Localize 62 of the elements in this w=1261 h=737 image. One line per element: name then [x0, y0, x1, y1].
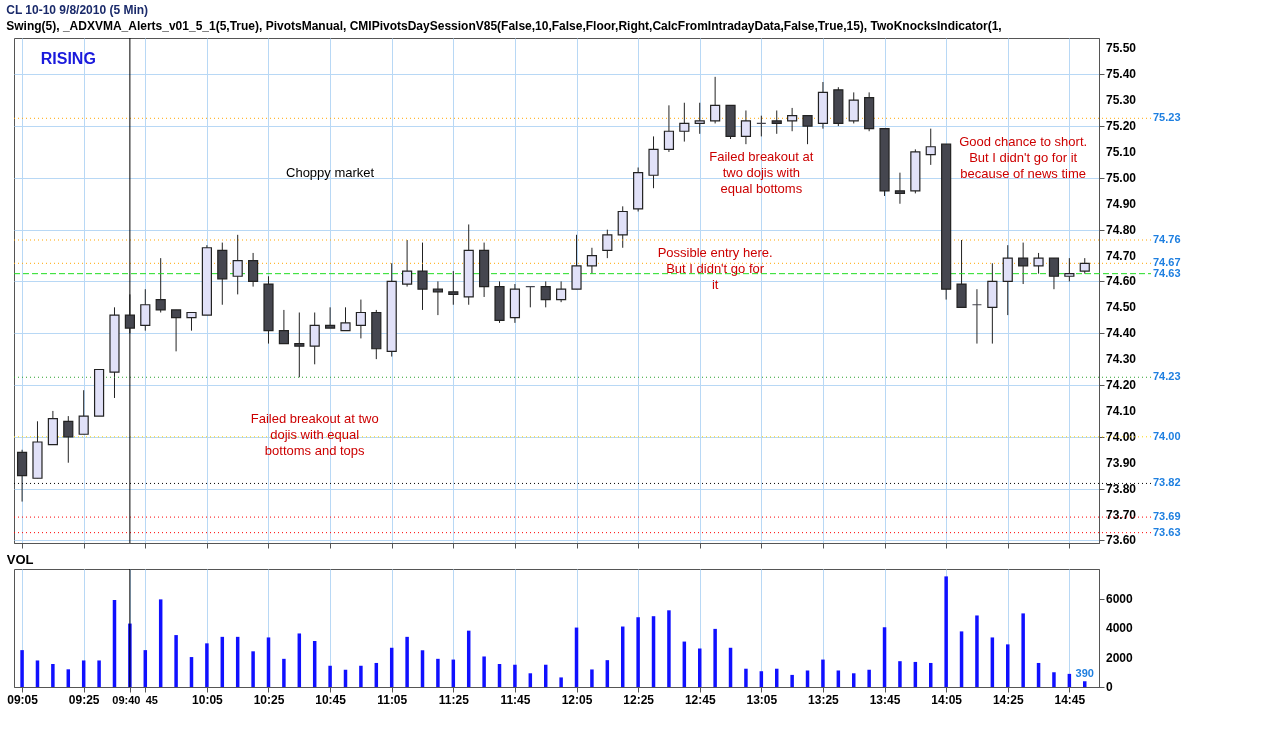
x-tick-label: 14:05 [931, 692, 963, 707]
x-tick-label: 09:40 [112, 693, 141, 706]
ref-line-label: 74.67 [1153, 256, 1181, 269]
x-tick-label: 12:45 [684, 692, 716, 707]
y-tick-label: 73.60 [1106, 533, 1137, 548]
x-tick-label: 11:25 [438, 692, 470, 707]
x-tick-label: 45 [145, 693, 158, 706]
y-tick-label: 74.40 [1106, 326, 1137, 341]
y-tick-label: 0 [1106, 680, 1113, 694]
ref-line-label: 74.00 [1153, 429, 1181, 442]
ref-line-label: 74.63 [1153, 266, 1181, 279]
ref-line-label: 74.23 [1153, 370, 1181, 383]
y-tick-label: 75.20 [1106, 119, 1137, 134]
y-tick-label: 6000 [1106, 591, 1134, 606]
y-tick-label: 73.70 [1106, 507, 1137, 522]
x-tick-label: 10:05 [192, 692, 224, 707]
y-tick-label: 74.30 [1106, 352, 1137, 367]
x-tick-label: 14:45 [1054, 692, 1086, 707]
ref-line-label: 73.69 [1153, 510, 1181, 523]
x-tick-label: 09:25 [68, 692, 100, 707]
x-tick-label: 14:25 [992, 692, 1024, 707]
chart-subtitle: Swing(5), _ADXVMA_Alerts_v01_5_1(5,True), PivotsManual, CMIPivotsDaySessionV85(False,10,False,Floor,Right,CalcFromIntradayData,False,True,15), TwoKnocksIndicator(1, [6, 19, 1002, 33]
data-label: 390 [1075, 667, 1094, 680]
y-tick-label: 75.50 [1106, 41, 1137, 56]
x-tick-label: 09:05 [7, 692, 39, 707]
y-tick-label: 74.60 [1106, 274, 1137, 289]
x-tick-label: 10:45 [315, 692, 347, 707]
y-tick-label: 4000 [1106, 621, 1134, 635]
annotation: Failed breakout at two dojis with equal bottoms and tops [250, 410, 379, 458]
annotation: Failed breakout at two dojis with equal bottoms [709, 149, 814, 197]
y-tick-label: 75.10 [1106, 144, 1137, 159]
annotation: RISING [40, 49, 96, 67]
x-tick-label: 10:25 [253, 692, 285, 707]
y-tick-label: 74.10 [1106, 403, 1137, 418]
x-tick-label: 13:05 [746, 692, 778, 707]
y-tick-label: 75.30 [1106, 93, 1137, 108]
y-tick-label: 2000 [1106, 650, 1134, 665]
y-tick-label: 73.80 [1106, 481, 1137, 496]
x-tick-label: 11:45 [500, 692, 531, 707]
x-tick-label: 13:45 [869, 692, 901, 707]
annotation: Choppy market [286, 164, 375, 180]
annotation: Possible entry here. But I didn't go for it [657, 244, 773, 292]
ref-line-label: 74.76 [1153, 233, 1181, 245]
y-tick-label: 74.90 [1106, 196, 1137, 211]
y-tick-label: 74.80 [1106, 222, 1137, 237]
ref-line-label: 75.23 [1153, 111, 1181, 124]
annotation: Good chance to short. But I didn't go for it because of news time [959, 133, 1088, 181]
x-tick-label: 12:25 [623, 692, 655, 707]
chart-title: VOL [6, 551, 34, 567]
chart-title: CL 10-10 9/8/2010 (5 Min) [6, 3, 149, 17]
y-tick-label: 75.00 [1106, 170, 1137, 185]
y-tick-label: 73.90 [1106, 455, 1137, 470]
x-tick-label: 12:05 [561, 692, 593, 707]
ref-line-label: 73.63 [1153, 525, 1181, 538]
y-tick-label: 75.40 [1106, 67, 1137, 82]
y-tick-label: 74.00 [1106, 429, 1137, 444]
ref-line-label: 73.82 [1153, 476, 1181, 489]
y-tick-label: 74.50 [1106, 300, 1137, 315]
y-tick-label: 74.20 [1106, 378, 1137, 393]
x-tick-label: 13:25 [808, 692, 840, 707]
y-tick-label: 74.70 [1106, 248, 1137, 263]
x-tick-label: 11:05 [377, 692, 408, 707]
